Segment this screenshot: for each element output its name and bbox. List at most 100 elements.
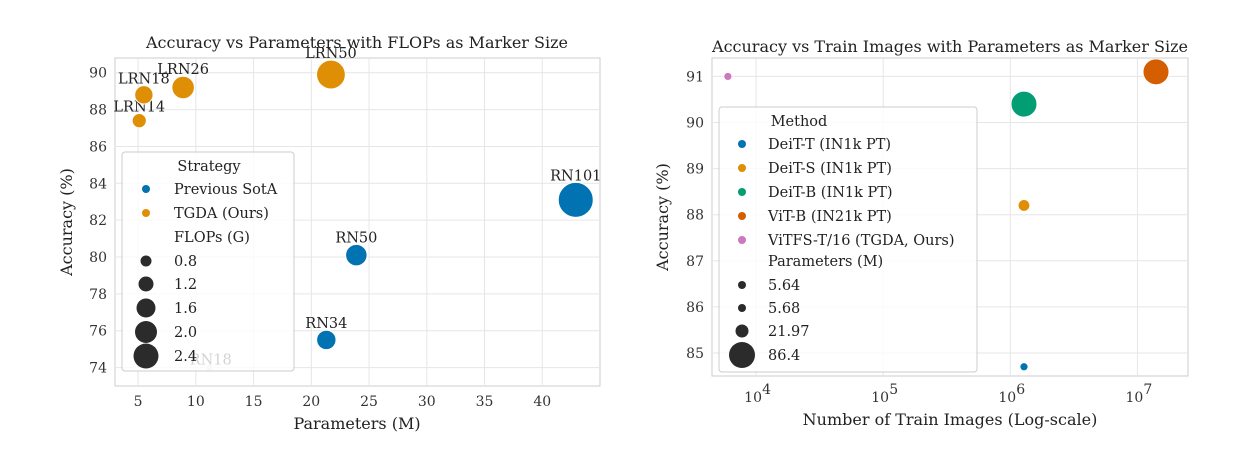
x-tick-label: 30 [418, 394, 436, 410]
chart-right-x-axis-label: Number of Train Images (Log-scale) [803, 410, 1098, 429]
chart-left-y-axis-label: Accuracy (%) [57, 168, 76, 277]
size-legend-label: 21.97 [768, 324, 810, 340]
legend-marker-deit-t [738, 140, 746, 148]
size-legend-marker [135, 321, 157, 343]
x-tick-exponent: 7 [1143, 382, 1152, 398]
y-tick-label: 84 [89, 176, 107, 192]
size-legend-label: 5.64 [768, 278, 800, 294]
chart-left-legend: Strategy Previous SotA TGDA (Ours) FLOPs… [121, 151, 295, 372]
legend-marker-tgda [142, 209, 150, 217]
point-label-lrn50: LRN50 [305, 46, 357, 62]
point-label-rn50: RN50 [335, 230, 377, 246]
point-deit-s-in1k-pt [1017, 199, 1031, 212]
chart-left-y-ticks: 74 76 78 80 82 84 86 88 90 [89, 66, 107, 377]
y-tick-label: 82 [89, 213, 107, 229]
x-tick-label: 20 [302, 394, 320, 410]
legend-marker-vit-b [738, 212, 746, 220]
point-deit-t-in1k-pt [1019, 362, 1029, 372]
x-tick-label: 10 [187, 394, 205, 410]
size-legend-marker [738, 304, 746, 312]
y-tick-label: 90 [89, 66, 107, 82]
size-legend-marker [735, 324, 749, 338]
legend-marker-vitfs [738, 236, 746, 244]
point-deit-b-in1k-pt [1010, 90, 1038, 118]
x-tick-exponent: 5 [889, 382, 898, 398]
size-legend-label: 0.8 [174, 254, 197, 270]
size-legend-marker [133, 343, 159, 369]
point-rn101 [557, 181, 594, 218]
x-tick-label: 5 [134, 394, 143, 410]
chart-right-x-ticks: 10 4 10 5 10 6 10 7 [744, 382, 1152, 406]
chart-left-legend-box [121, 151, 295, 372]
x-tick-label: 25 [360, 394, 378, 410]
y-tick-label: 86 [89, 139, 107, 155]
x-tick-label: 15 [245, 394, 263, 410]
point-label-lrn26: LRN26 [157, 62, 209, 78]
x-tick-label: 10 [998, 390, 1016, 406]
legend-label-vit-b: ViT-B (IN21k PT) [767, 209, 892, 225]
size-legend-title: FLOPs (G) [174, 230, 250, 246]
chart-right-legend: Method DeiT-T (IN1k PT) DeiT-S (IN1k PT)… [718, 106, 978, 373]
size-legend-marker [136, 298, 156, 318]
y-tick-label: 89 [686, 162, 704, 178]
chart-left-title: Accuracy vs Parameters with FLOPs as Mar… [145, 33, 568, 52]
y-tick-label: 80 [89, 250, 107, 266]
x-tick-exponent: 6 [1016, 382, 1025, 398]
size-legend-label: 2.4 [174, 349, 197, 365]
legend-title: Strategy [177, 159, 241, 175]
legend-marker-deit-s [738, 164, 746, 172]
y-tick-label: 76 [89, 324, 107, 340]
legend-label-deit-t: DeiT-T (IN1k PT) [768, 137, 891, 153]
y-tick-label: 85 [686, 346, 704, 362]
point-lrn26 [171, 75, 195, 100]
y-tick-label: 90 [686, 116, 704, 132]
legend-marker-previous-sota [142, 185, 150, 193]
point-lrn14 [131, 113, 147, 129]
x-tick-label: 10 [744, 390, 762, 406]
size-legend-marker [729, 342, 755, 368]
legend-label-deit-s: DeiT-S (IN1k PT) [768, 161, 892, 177]
chart-right-legend-box [718, 106, 978, 373]
size-legend-label: 86.4 [768, 348, 800, 364]
y-tick-label: 88 [686, 208, 704, 224]
y-tick-label: 88 [89, 103, 107, 119]
point-lrn18 [134, 85, 154, 105]
y-tick-label: 74 [89, 361, 107, 377]
size-legend-label: 1.2 [174, 277, 197, 293]
size-legend-marker [140, 255, 152, 267]
legend-marker-deit-b [738, 188, 746, 196]
chart-right: Accuracy vs Train Images with Parameters… [653, 37, 1189, 429]
point-lrn50 [316, 59, 346, 90]
chart-right-title: Accuracy vs Train Images with Parameters… [711, 37, 1188, 56]
size-legend-label: 2.0 [174, 325, 197, 341]
size-legend-label: 1.6 [174, 301, 197, 317]
chart-left-x-ticks: 5 10 15 20 25 30 35 40 [134, 394, 552, 410]
legend-label-previous-sota: Previous SotA [174, 182, 278, 198]
point-rn50 [345, 243, 368, 267]
point-rn34 [316, 329, 337, 351]
size-legend-label: 5.68 [768, 301, 800, 317]
x-tick-label: 10 [1126, 390, 1144, 406]
size-legend-marker [738, 281, 746, 289]
x-tick-label: 40 [533, 394, 551, 410]
point-label-rn101: RN101 [550, 168, 601, 184]
chart-right-y-ticks: 85 86 87 88 89 90 91 [686, 69, 704, 362]
point-label-lrn14: LRN14 [113, 100, 165, 116]
y-tick-label: 78 [89, 287, 107, 303]
point-vit-b-in21k-pt [1142, 58, 1170, 86]
legend-label-deit-b: DeiT-B (IN1k PT) [768, 185, 893, 201]
point-vitfs-t-16-tgda-ours [723, 71, 733, 82]
chart-right-y-axis-label: Accuracy (%) [653, 163, 672, 272]
y-tick-label: 87 [686, 254, 704, 270]
x-tick-label: 10 [871, 390, 889, 406]
legend-label-vitfs: ViTFS-T/16 (TGDA, Ours) [767, 233, 955, 249]
legend-label-tgda: TGDA (Ours) [174, 206, 269, 222]
x-tick-exponent: 4 [762, 382, 771, 398]
chart-left: Accuracy vs Parameters with FLOPs as Mar… [57, 33, 601, 433]
chart-left-x-axis-label: Parameters (M) [293, 414, 420, 433]
chart-right-points [723, 58, 1170, 372]
legend-title: Method [771, 114, 828, 130]
y-tick-label: 86 [686, 300, 704, 316]
size-legend-marker [138, 276, 154, 292]
